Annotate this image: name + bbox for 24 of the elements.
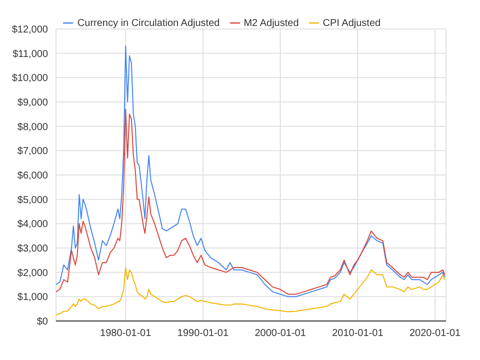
y-tick-label: $4,000 bbox=[17, 219, 48, 230]
y-tick-label: $7,000 bbox=[17, 146, 48, 158]
y-tick-label: $3,000 bbox=[17, 244, 48, 255]
x-tick-label: 2010-01-01 bbox=[332, 328, 384, 340]
x-tick-label: 1980-01-01 bbox=[100, 328, 152, 340]
x-tick-label: 2000-01-01 bbox=[254, 328, 306, 340]
y-tick-label: $11,000 bbox=[12, 48, 48, 60]
y-tick-label: $9,000 bbox=[17, 98, 48, 109]
y-tick-label: $1,000 bbox=[17, 292, 48, 304]
y-tick-label: $8,000 bbox=[17, 122, 48, 133]
y-tick-label: $5,000 bbox=[17, 194, 48, 206]
legend-label: CPI Adjusted bbox=[322, 18, 381, 29]
line-series bbox=[56, 46, 446, 298]
x-tick-label: 2020-01-01 bbox=[409, 328, 462, 340]
x-tick-label: 1990-01-01 bbox=[177, 328, 229, 340]
y-tick-label: $12,000 bbox=[12, 24, 48, 36]
y-tick-label: $0 bbox=[36, 316, 48, 328]
line-series bbox=[56, 266, 446, 316]
line-series bbox=[56, 108, 446, 295]
legend-label: Currency in Circulation Adjusted bbox=[77, 18, 220, 29]
y-tick-label: $2,000 bbox=[17, 268, 48, 279]
legend-label: M2 Adjusted bbox=[244, 18, 299, 29]
y-tick-label: $6,000 bbox=[17, 170, 48, 182]
y-tick-label: $10,000 bbox=[12, 73, 48, 84]
